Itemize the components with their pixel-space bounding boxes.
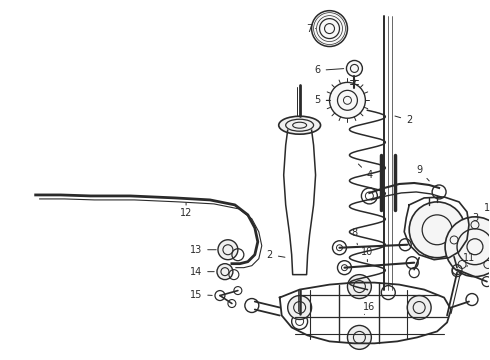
- Circle shape: [347, 275, 371, 298]
- Text: 11: 11: [463, 253, 475, 267]
- Circle shape: [312, 11, 347, 46]
- Circle shape: [445, 217, 490, 276]
- Ellipse shape: [279, 116, 320, 134]
- Text: 13: 13: [190, 245, 216, 255]
- Text: 5: 5: [315, 95, 329, 105]
- Circle shape: [329, 82, 366, 118]
- Text: 6: 6: [315, 66, 343, 76]
- Circle shape: [346, 60, 363, 76]
- Circle shape: [288, 296, 312, 319]
- Circle shape: [409, 202, 465, 258]
- Text: 14: 14: [190, 267, 214, 276]
- Circle shape: [217, 264, 233, 280]
- Text: 9: 9: [416, 165, 429, 181]
- Text: 12: 12: [180, 203, 192, 218]
- Text: 2: 2: [267, 250, 285, 260]
- Circle shape: [407, 296, 431, 319]
- Text: 10: 10: [361, 247, 373, 262]
- Text: 15: 15: [190, 289, 212, 300]
- Text: 1: 1: [479, 203, 490, 218]
- Circle shape: [218, 240, 238, 260]
- Circle shape: [347, 325, 371, 349]
- Text: 16: 16: [363, 302, 375, 315]
- Text: 3: 3: [467, 213, 478, 223]
- Text: 7: 7: [306, 24, 316, 33]
- Text: 2: 2: [395, 115, 413, 125]
- Text: 8: 8: [351, 228, 358, 245]
- Text: 4: 4: [358, 164, 372, 180]
